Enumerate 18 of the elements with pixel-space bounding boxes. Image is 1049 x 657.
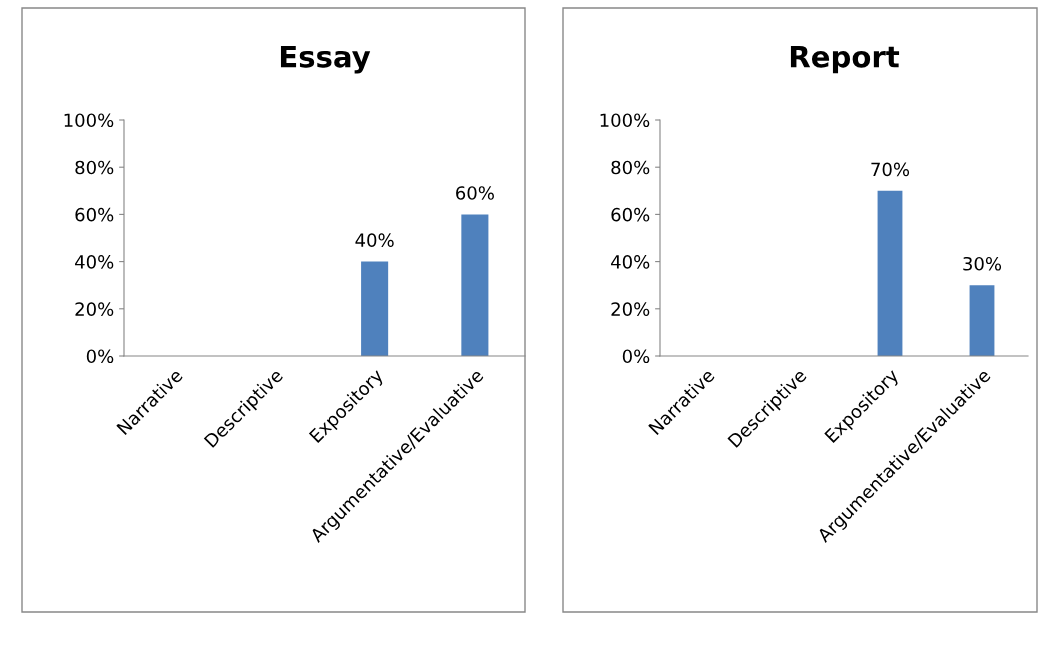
y-tick-label: 80% [611, 160, 650, 175]
data-label: 30% [963, 256, 1002, 271]
y-tick-label: 0% [86, 349, 114, 364]
y-tick-label: 40% [611, 255, 650, 269]
y-tick-label: 20% [611, 302, 650, 316]
y-tick-label: 80% [75, 160, 114, 175]
y-tick-label: 0% [622, 349, 650, 364]
y-tick-label: 60% [611, 207, 650, 222]
y-tick-label: 40% [75, 255, 114, 269]
y-tick-label: 100% [600, 113, 650, 128]
chart-title: Report [790, 45, 900, 74]
chart-title: Essay [280, 45, 371, 74]
data-label: 60% [456, 186, 494, 200]
data-label: 70% [871, 162, 910, 177]
data-label: 40% [355, 233, 394, 247]
y-tick-label: 20% [75, 302, 114, 316]
y-tick-label: 60% [75, 207, 114, 222]
y-tick-label: 100% [64, 113, 114, 128]
